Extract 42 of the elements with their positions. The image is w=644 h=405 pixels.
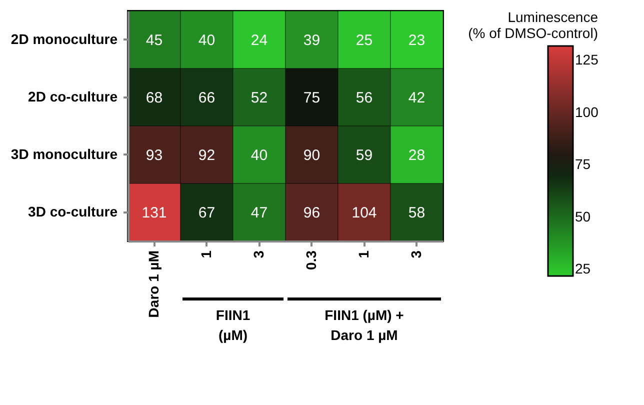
x-tick-label: 0.3 bbox=[302, 250, 319, 270]
color-bar-label: 125 bbox=[575, 52, 599, 68]
data-label: 58 bbox=[408, 204, 426, 222]
y-tick-label: 3D monoculture bbox=[10, 146, 118, 162]
data-label: 45 bbox=[146, 32, 163, 49]
x-tick-label: 1 bbox=[355, 250, 372, 258]
data-label: 90 bbox=[303, 146, 320, 164]
data-label: 92 bbox=[198, 146, 216, 164]
x-tick-label: Daro 1 µM bbox=[145, 250, 162, 318]
data-label: 23 bbox=[408, 32, 426, 49]
data-label: 56 bbox=[356, 89, 373, 106]
color-bar-label: 100 bbox=[575, 104, 599, 120]
data-label: 24 bbox=[250, 32, 268, 49]
data-label: 66 bbox=[198, 89, 216, 106]
text: FIIN1 (µM) bbox=[216, 307, 250, 343]
data-label: 52 bbox=[250, 89, 268, 106]
data-label: 39 bbox=[303, 32, 320, 49]
data-label: 42 bbox=[408, 89, 426, 106]
x-tick-label: 1 bbox=[198, 250, 214, 258]
data-label: 28 bbox=[408, 146, 426, 164]
y-tick-label: 2D co-culture bbox=[28, 88, 118, 104]
data-label: 93 bbox=[146, 146, 163, 164]
text: FIIN1 (µM) + Daro 1 µM bbox=[324, 307, 404, 343]
data-label: 96 bbox=[303, 204, 320, 222]
color-bar-label: 25 bbox=[575, 260, 591, 277]
x-tick-label: 3 bbox=[250, 250, 266, 258]
data-label: 68 bbox=[146, 89, 163, 106]
data-label: 40 bbox=[250, 146, 268, 164]
y-tick-label: 3D co-culture bbox=[28, 203, 118, 220]
y-tick-label: 2D monoculture bbox=[10, 30, 118, 47]
data-label: 131 bbox=[142, 204, 167, 222]
color-bar-label: 75 bbox=[575, 156, 591, 172]
color-bar-label: 50 bbox=[575, 208, 591, 224]
x-tick-label: 3 bbox=[408, 250, 424, 258]
data-label: 75 bbox=[303, 89, 320, 106]
data-label: 40 bbox=[198, 32, 216, 49]
data-label: 59 bbox=[356, 146, 373, 164]
color-bar-title: Luminescence (% of DMSO-control) bbox=[468, 9, 598, 41]
data-label: 104 bbox=[352, 204, 377, 222]
data-label: 67 bbox=[198, 204, 216, 222]
data-label: 47 bbox=[250, 204, 268, 222]
data-label: 25 bbox=[356, 32, 373, 49]
